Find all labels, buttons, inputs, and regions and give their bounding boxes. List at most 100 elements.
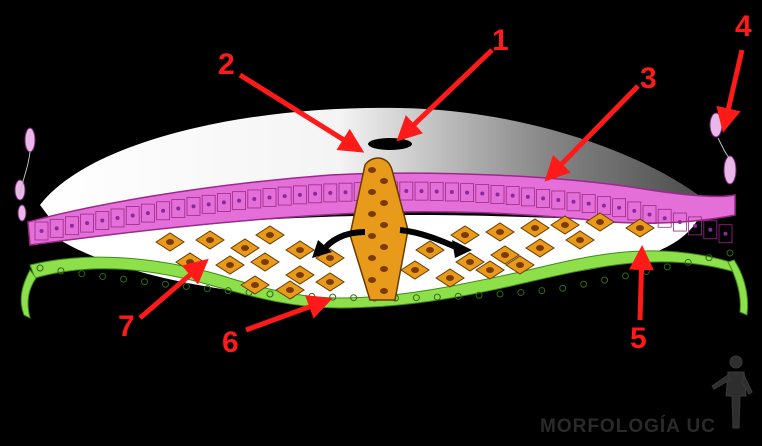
hypoblast-cell (161, 280, 169, 288)
epiblast-cell (551, 190, 566, 210)
streak-nucleus (368, 277, 376, 283)
epiblast-nucleus (404, 189, 409, 194)
epiblast-cell (201, 194, 216, 214)
hypoblast-cell (705, 254, 713, 262)
epiblast-cell (536, 188, 550, 208)
callout-arrow-7 (138, 258, 209, 320)
epiblast-cell (612, 198, 626, 218)
callout-arrow-1 (396, 48, 494, 142)
callout-arrow-3 (544, 84, 640, 182)
streak-nucleus (368, 167, 376, 173)
epiblast-cell (186, 196, 201, 216)
epiblast-cell (171, 199, 186, 218)
hypoblast-cell (433, 293, 441, 301)
mesoderm-nucleus (501, 252, 509, 258)
streak-nucleus (380, 288, 388, 294)
epiblast-nucleus (556, 198, 561, 203)
primitive-streak (349, 157, 409, 301)
epiblast-cell (657, 208, 672, 228)
hypoblast-cell (412, 294, 420, 302)
epiblast-nucleus (449, 189, 454, 194)
hypoblast-cell (266, 290, 274, 298)
epiblast-nucleus (434, 189, 439, 194)
epiblast-nucleus (343, 190, 348, 195)
mesoderm-nucleus (461, 232, 469, 238)
epiblast-nucleus (601, 203, 606, 208)
epiblast-cell (673, 212, 687, 232)
right-hypoblast-tail (727, 259, 749, 316)
epiblast-cell (232, 191, 247, 211)
mesoderm-nucleus (411, 267, 419, 273)
hypoblast-cell (99, 272, 107, 280)
mesoderm-nucleus (326, 255, 334, 261)
hypoblast-cell (621, 272, 629, 280)
hypoblast-cell (120, 275, 128, 283)
epiblast-cell (338, 182, 353, 202)
hypoblast-cell (454, 292, 462, 300)
epiblast-cell (49, 218, 64, 238)
epiblast-nucleus (191, 204, 196, 209)
epiblast-cell (110, 208, 125, 228)
epiblast-nucleus (313, 191, 318, 196)
epiblast-cell (688, 216, 702, 236)
epiblast-cell (490, 185, 505, 204)
streak-nucleus (380, 244, 388, 250)
callout-label-2: 2 (218, 48, 235, 81)
epiblast-nucleus (206, 202, 211, 207)
epiblast-nucleus (267, 195, 272, 200)
mesoderm-nucleus (241, 245, 249, 251)
epiblast-cell (718, 224, 733, 244)
streak-nucleus (380, 178, 388, 184)
epiblast-nucleus (328, 190, 333, 195)
epiblast-nucleus (161, 208, 166, 213)
hypoblast-cell (203, 285, 211, 293)
callout-arrow-5 (628, 245, 654, 321)
hypoblast-cell (684, 258, 692, 266)
epiblast-cell (627, 201, 642, 221)
mesoderm-nucleus (496, 229, 504, 235)
epiblast-cell (65, 216, 79, 236)
mesoderm-nucleus (166, 239, 174, 245)
epiblast-nucleus (465, 190, 470, 195)
epiblast-cell (216, 193, 231, 212)
epiblast-cell (34, 221, 49, 241)
epiblast-nucleus (647, 212, 652, 217)
mesoderm-nucleus (426, 247, 434, 253)
callout-label-5: 5 (630, 322, 647, 355)
streak-nucleus (380, 200, 388, 206)
epiblast-nucleus (221, 200, 226, 205)
epiblast-nucleus (586, 201, 591, 206)
epiblast-cell (703, 220, 718, 240)
mesoderm-nucleus (516, 262, 524, 268)
epiblast-nucleus (525, 194, 530, 199)
epiblast-nucleus (662, 216, 667, 221)
epiblast-nucleus (115, 215, 120, 220)
epiblast-nucleus (495, 192, 500, 197)
hypoblast-cell (78, 270, 86, 278)
hypoblast-cell (538, 287, 546, 295)
mesoderm-nucleus (251, 282, 259, 288)
epiblast-cell (642, 205, 657, 224)
epiblast-nucleus (282, 194, 287, 199)
hypoblast-cell (517, 288, 525, 296)
mesoderm-nucleus (261, 259, 269, 265)
streak-nucleus (380, 222, 388, 228)
callout-arrows (138, 48, 745, 333)
human-figure-icon (711, 355, 753, 429)
mesoderm-nucleus (296, 247, 304, 253)
epiblast-nucleus (480, 191, 485, 196)
callout-arrow-4 (716, 49, 745, 133)
epiblast-nucleus (252, 196, 257, 201)
epiblast-nucleus (510, 193, 515, 198)
mesoderm-nucleus (561, 222, 569, 228)
hypoblast-cell (580, 280, 588, 288)
watermark-text: MORFOLOGÍA UC (540, 415, 716, 437)
epiblast-cell (399, 181, 414, 201)
primitive-pit (368, 138, 412, 150)
hypoblast-cell (726, 249, 734, 257)
epiblast-nucleus (632, 208, 637, 213)
callout-label-1: 1 (492, 24, 509, 57)
migration-arrows (312, 227, 472, 258)
hypoblast-cell (350, 294, 358, 302)
